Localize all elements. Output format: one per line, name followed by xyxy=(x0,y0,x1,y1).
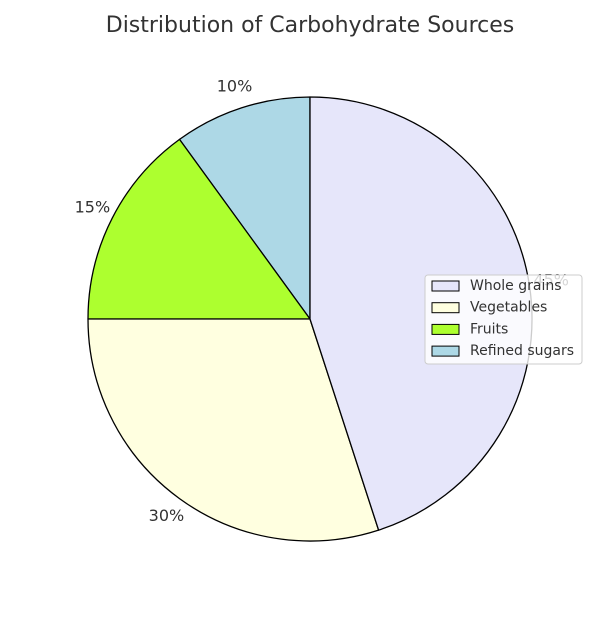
legend-label-vegetables: Vegetables xyxy=(470,300,547,316)
legend-swatch-whole-grains xyxy=(431,280,460,292)
slice-label-refined-sugars: 10% xyxy=(217,76,253,95)
chart-title: Distribution of Carbohydrate Sources xyxy=(106,13,514,38)
slice-label-vegetables: 30% xyxy=(149,506,185,525)
legend-swatch-refined-sugars xyxy=(431,345,460,357)
legend: Whole grains Vegetables Fruits Refined suga… xyxy=(424,274,583,365)
legend-swatch-fruits xyxy=(431,323,460,335)
legend-label-refined-sugars: Refined sugars xyxy=(470,343,574,359)
legend-label-whole-grains: Whole grains xyxy=(470,278,562,294)
legend-frame xyxy=(424,274,583,365)
pie-slices xyxy=(87,96,533,542)
pie-slice-vegetables xyxy=(87,318,380,542)
pie-slice-fruits xyxy=(87,138,311,320)
legend-swatch-vegetables xyxy=(431,302,460,314)
legend-label-fruits: Fruits xyxy=(470,321,508,337)
pie-slice-refined-sugars xyxy=(178,96,311,320)
slice-label-fruits: 15% xyxy=(75,198,111,217)
